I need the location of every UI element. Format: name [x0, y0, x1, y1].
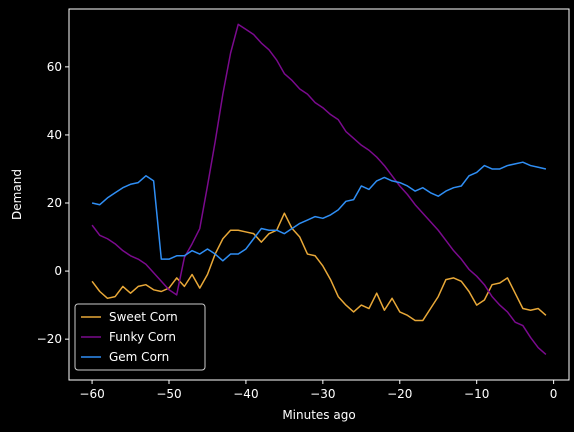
y-tick-label: −20 — [37, 332, 62, 346]
x-tick-label: −40 — [233, 387, 258, 401]
x-tick-label: −10 — [464, 387, 489, 401]
x-tick-label: −60 — [79, 387, 104, 401]
legend-label: Funky Corn — [109, 330, 176, 344]
y-tick-label: 20 — [47, 196, 62, 210]
legend-box — [74, 303, 206, 371]
y-axis-title: Demand — [10, 169, 24, 220]
x-tick-label: −30 — [310, 387, 335, 401]
x-axis: −60 −50 −40 −30 −20 −10 0 — [79, 380, 557, 401]
y-axis: −20 0 20 40 60 — [37, 60, 69, 346]
y-tick-label: 40 — [47, 128, 62, 142]
x-tick-label: −20 — [387, 387, 412, 401]
plot-frame — [68, 8, 570, 381]
series-layer — [91, 23, 547, 356]
y-tick-label: 60 — [47, 60, 62, 74]
series-line-gem-corn — [91, 161, 547, 262]
x-axis-title: Minutes ago — [282, 408, 355, 422]
x-tick-label: 0 — [550, 387, 558, 401]
legend: Sweet Corn Funky Corn Gem Corn — [74, 303, 206, 371]
series-line-funky-corn — [91, 23, 547, 356]
legend-label: Sweet Corn — [109, 310, 178, 324]
y-tick-label: 0 — [54, 264, 62, 278]
x-tick-label: −50 — [156, 387, 181, 401]
legend-label: Gem Corn — [109, 350, 169, 364]
